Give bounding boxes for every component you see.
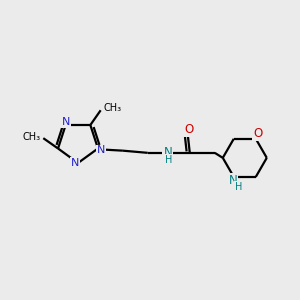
Text: N: N [97,146,105,155]
Text: N: N [71,158,79,168]
Text: H: H [165,155,172,165]
Text: CH₃: CH₃ [22,132,40,142]
Text: N: N [164,146,172,159]
Text: CH₃: CH₃ [104,103,122,113]
Text: N: N [61,117,70,127]
Text: H: H [235,182,242,192]
Text: O: O [184,123,194,136]
Text: N: N [228,174,237,188]
Text: O: O [253,127,262,140]
